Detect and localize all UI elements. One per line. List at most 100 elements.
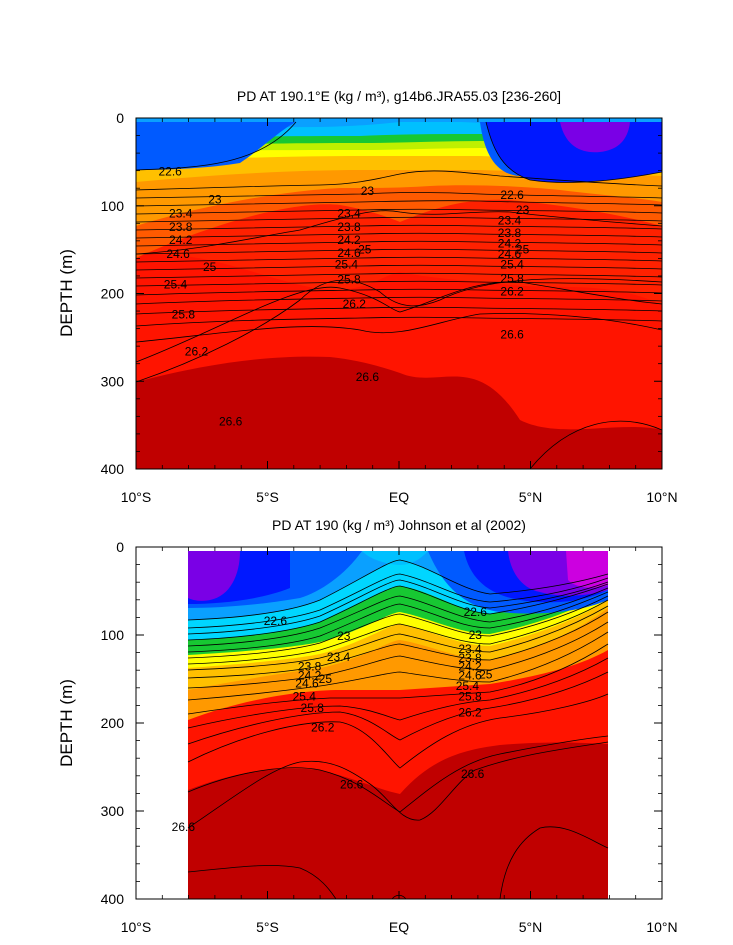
- contour-label: 24.6: [337, 246, 361, 260]
- contour-line: [136, 216, 662, 223]
- contour-label: 22.6: [464, 605, 488, 619]
- x-ticks: 10°S 5°S EQ 5°N 10°N: [121, 118, 678, 505]
- contour-line: [187, 579, 609, 635]
- violet-region: [560, 122, 630, 153]
- contour-label: 26.6: [172, 820, 196, 834]
- contour-line: [136, 192, 662, 199]
- contour-line: [136, 280, 662, 287]
- contour-label: 23: [516, 203, 530, 217]
- contour-line: [136, 200, 662, 207]
- contour-line: [136, 248, 662, 255]
- contour-label: 25.8: [458, 690, 482, 704]
- contour-label: 24.6: [295, 676, 319, 690]
- contour-label: 26.2: [458, 705, 482, 719]
- contour-label: 26.6: [219, 415, 243, 429]
- contour-label: 24.6: [458, 668, 482, 682]
- contour-label: 25.4: [335, 258, 359, 272]
- contour-label: 22.6: [159, 165, 183, 179]
- contour-line: [187, 657, 609, 729]
- contour-label: 25: [319, 672, 333, 686]
- chart-panel-model: PD AT 190.1°E (kg / m³), g14b6.JRA55.03 …: [57, 88, 678, 505]
- contour-line: [187, 595, 609, 659]
- contour-label: 26.2: [343, 297, 367, 311]
- contour-label: 24.6: [498, 247, 522, 261]
- y-tick-label: 400: [101, 461, 125, 477]
- contour-line: [529, 420, 662, 469]
- contour-label: 23: [208, 193, 222, 207]
- y-axis-label: DEPTH (m): [57, 249, 76, 337]
- chart-panel-observed: PD AT 190 (kg / m³) Johnson et al (2002): [57, 517, 678, 935]
- contour-label: 23: [337, 629, 351, 643]
- contour-line: [136, 313, 662, 343]
- contour-label: 23.4: [169, 207, 193, 221]
- contour-label: 23: [469, 628, 483, 642]
- contour-label: 23.4: [498, 214, 522, 228]
- x-tick-label: 5°N: [519, 489, 543, 505]
- contour-label: 23.4: [327, 650, 351, 664]
- chart-title: PD AT 190.1°E (kg / m³), g14b6.JRA55.03 …: [237, 88, 561, 104]
- contour-label: 24.2: [337, 233, 361, 247]
- contour-label: 26.2: [500, 285, 524, 299]
- contour-lines: [136, 121, 662, 469]
- contour-line: [187, 583, 609, 641]
- contour-label: 23.8: [169, 220, 193, 234]
- y-tick-label: 300: [101, 373, 125, 389]
- fill-magenta-right: [566, 551, 608, 588]
- contour-label: 23: [361, 184, 375, 198]
- contour-label: 22.6: [264, 614, 288, 628]
- x-ticks: 10°S 5°S EQ 5°N 10°N: [121, 547, 678, 935]
- contour-label: 26.2: [185, 344, 209, 358]
- contour-line: [136, 210, 662, 255]
- y-tick-label: 100: [101, 627, 125, 643]
- x-tick-label: EQ: [389, 919, 409, 935]
- y-ticks: 0 100 200 300 400: [101, 539, 662, 907]
- contour-label: 24.6: [166, 247, 190, 261]
- contour-line: [499, 826, 609, 899]
- contour-label: 25: [203, 260, 217, 274]
- contour-line: [187, 559, 609, 621]
- x-tick-label: 10°N: [646, 919, 677, 935]
- fill-light-sky: [362, 551, 428, 565]
- y-tick-label: 200: [101, 715, 125, 731]
- chart-title: PD AT 190 (kg / m³) Johnson et al (2002): [272, 517, 526, 533]
- contour-line: [187, 643, 609, 715]
- contour-line: [187, 611, 609, 679]
- contour-lines: [187, 559, 609, 899]
- contour-label: 22.6: [500, 188, 524, 202]
- contour-labels: 22.62323.423.824.224.62525.425.826.226.6…: [159, 165, 530, 429]
- contour-label: 25.8: [172, 308, 196, 322]
- y-tick-label: 0: [116, 110, 124, 126]
- contour-label: 24.2: [458, 660, 482, 674]
- contour-line: [187, 693, 609, 769]
- contour-label: 25.4: [500, 258, 524, 272]
- y-axis-label: DEPTH (m): [57, 679, 76, 767]
- contour-line: [136, 264, 662, 271]
- contour-label: 25.8: [500, 272, 524, 286]
- contour-label: 25: [516, 243, 530, 257]
- contour-line: [136, 278, 662, 383]
- x-tick-label: 5°S: [256, 919, 279, 935]
- contour-line: [136, 281, 662, 363]
- contour-line: [485, 121, 662, 183]
- y-tick-label: 400: [101, 891, 125, 907]
- contour-label: 26.2: [311, 720, 335, 734]
- contour-label: 25.8: [337, 272, 361, 286]
- y-tick-label: 100: [101, 198, 125, 214]
- x-tick-label: 10°S: [121, 489, 152, 505]
- contour-label: 23.8: [298, 660, 322, 674]
- contour-line: [187, 865, 337, 899]
- contour-line: [187, 621, 609, 689]
- contour-label: 25: [358, 243, 372, 257]
- y-tick-label: 0: [116, 539, 124, 555]
- contour-line: [136, 232, 662, 239]
- contour-line: [136, 208, 662, 215]
- x-tick-label: 5°N: [519, 919, 543, 935]
- contour-line: [136, 240, 662, 247]
- contour-line: [136, 256, 662, 263]
- contour-label: 26.6: [461, 767, 485, 781]
- contour-label: 23.4: [458, 642, 482, 656]
- contour-line: [187, 591, 609, 653]
- contour-line: [136, 170, 662, 191]
- contour-line: [187, 573, 609, 629]
